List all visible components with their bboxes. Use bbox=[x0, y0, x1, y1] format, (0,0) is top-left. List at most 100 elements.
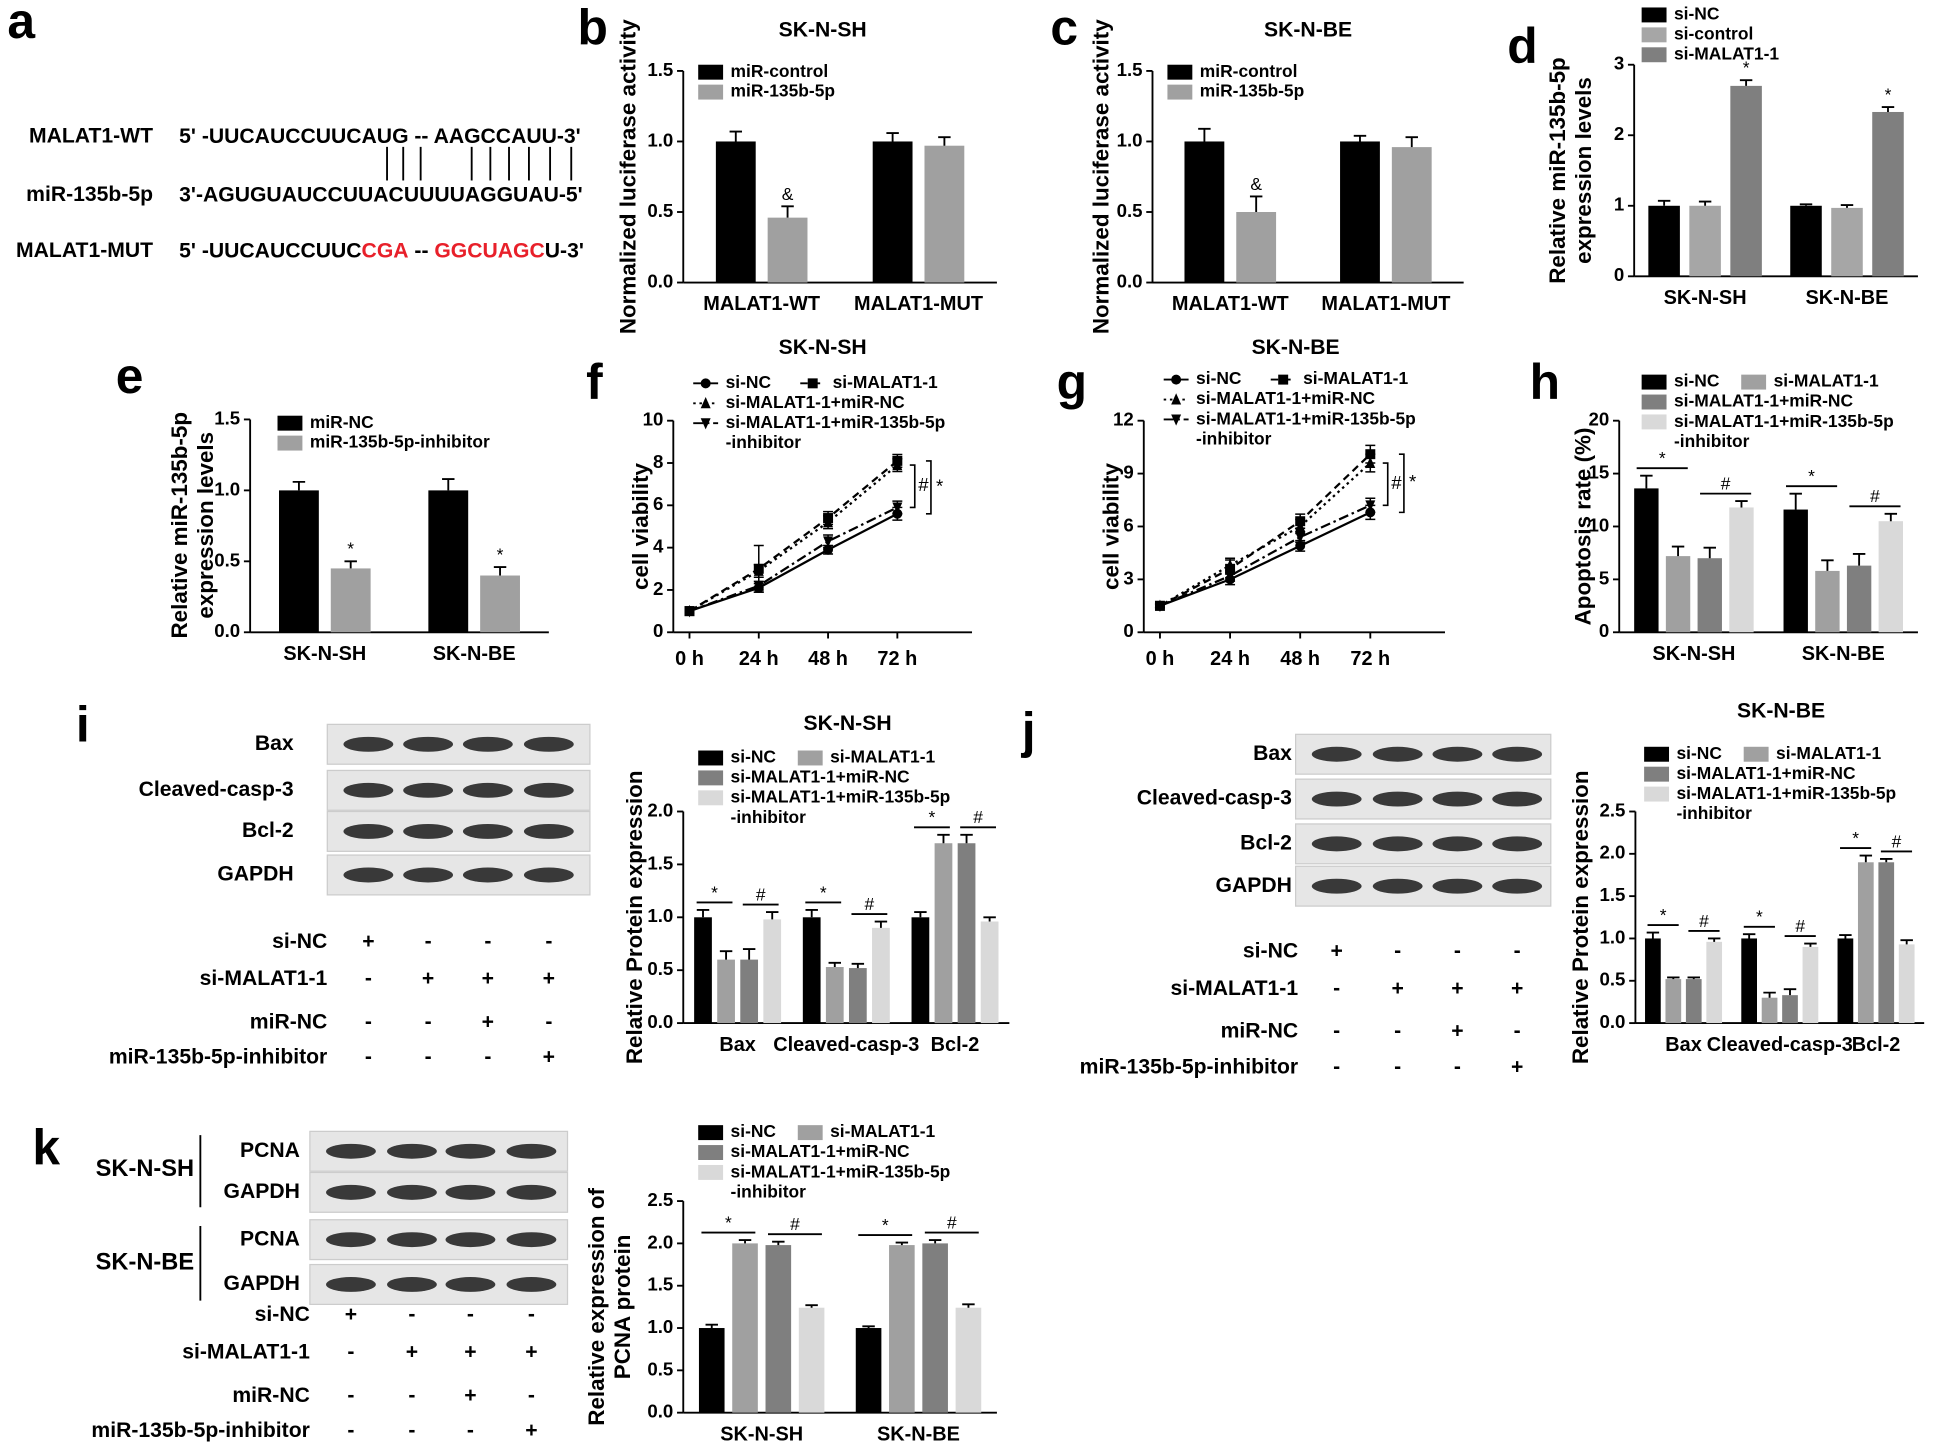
x-tick-label: SK-N-SH bbox=[1652, 643, 1735, 665]
legend-swatch bbox=[698, 770, 724, 786]
y-tick-label: 0.0 bbox=[647, 1011, 673, 1032]
point bbox=[1365, 456, 1376, 468]
condition-label: si-MALAT1-1 bbox=[200, 967, 328, 990]
significance-label: * bbox=[1852, 828, 1859, 848]
error-bar bbox=[772, 1240, 785, 1246]
y-tick-label: 4 bbox=[653, 536, 664, 557]
x-tick-label: MALAT1-WT bbox=[703, 293, 820, 315]
chart-title: SK-N-SH bbox=[779, 19, 867, 42]
condition-sign: + bbox=[543, 967, 555, 990]
bar bbox=[1782, 995, 1798, 1024]
point bbox=[892, 502, 903, 514]
bar bbox=[798, 1307, 825, 1413]
sequence: 5' -UUCAUCCUUCCGA -- GGCUAGCU-3' bbox=[179, 239, 584, 262]
error-bar bbox=[1884, 512, 1898, 522]
bar bbox=[1689, 205, 1721, 277]
bar bbox=[955, 1307, 982, 1413]
condition-label: si-NC bbox=[1243, 940, 1298, 963]
band bbox=[1432, 791, 1483, 807]
x-tick-label: SK-N-BE bbox=[433, 643, 516, 665]
bar bbox=[732, 1243, 758, 1413]
error-bar bbox=[874, 920, 888, 928]
legend-label: miR-control bbox=[1200, 61, 1298, 81]
error-bar bbox=[1799, 203, 1813, 206]
legend-marker bbox=[1171, 374, 1182, 385]
band bbox=[403, 823, 454, 839]
x-tick-label: MALAT1-WT bbox=[1172, 293, 1289, 315]
y-tick-label: 0.0 bbox=[647, 1401, 673, 1422]
band bbox=[1311, 746, 1362, 762]
condition-sign: - bbox=[1394, 1055, 1401, 1078]
significance-label: * bbox=[497, 544, 504, 564]
error-bar bbox=[1703, 546, 1716, 559]
error-bar bbox=[493, 566, 507, 576]
condition-sign: - bbox=[1454, 940, 1461, 963]
y-tick-label: 1.0 bbox=[647, 905, 673, 926]
legend-label: si-MALAT1-1 bbox=[830, 747, 935, 767]
x-tick-label: 72 h bbox=[1350, 648, 1390, 670]
significance-label: # bbox=[947, 1212, 957, 1232]
band-label: PCNA bbox=[240, 1139, 300, 1162]
error-bar bbox=[938, 136, 951, 146]
condition-sign: - bbox=[528, 1303, 535, 1326]
band-label: Cleaved-casp-3 bbox=[139, 778, 294, 801]
error-bar bbox=[719, 950, 733, 960]
error-bar bbox=[781, 205, 794, 218]
bar bbox=[1729, 507, 1754, 633]
error-bar bbox=[1646, 931, 1660, 939]
y-tick-label: 1.5 bbox=[647, 1274, 673, 1295]
band bbox=[1492, 791, 1543, 807]
line bbox=[1159, 511, 1371, 607]
significance-label: * bbox=[1660, 905, 1667, 925]
band-label: PCNA bbox=[240, 1227, 300, 1250]
significance-label: * bbox=[711, 882, 718, 902]
legend-swatch bbox=[1641, 47, 1667, 63]
legend-swatch bbox=[1641, 7, 1667, 23]
panel-label: c bbox=[1050, 0, 1078, 55]
condition-sign: - bbox=[408, 1419, 415, 1442]
y-tick-label: 9 bbox=[1123, 462, 1133, 483]
band bbox=[1372, 791, 1423, 807]
condition-sign: - bbox=[347, 1419, 354, 1442]
legend-swatch bbox=[1641, 27, 1667, 43]
y-tick-label: 1.0 bbox=[1117, 129, 1143, 150]
legend-swatch bbox=[797, 1125, 823, 1141]
y-tick-label: 15 bbox=[1589, 462, 1610, 483]
condition-sign: - bbox=[1333, 1055, 1340, 1078]
sequence-part: CGA bbox=[362, 239, 409, 262]
bar bbox=[1706, 941, 1723, 1024]
significance-label: * bbox=[347, 539, 354, 559]
x-tick-label: Cleaved-casp-3 bbox=[1707, 1034, 1853, 1056]
y-tick-label: 3 bbox=[1614, 53, 1624, 74]
significance-label: * bbox=[820, 882, 827, 902]
significance-label: # bbox=[790, 1214, 800, 1234]
legend-label: si-MALAT1-1+miR-NC bbox=[726, 392, 905, 412]
legend-label: si-MALAT1-1+miR-135b-5p -inhibitor bbox=[1676, 783, 1896, 823]
y-tick-label: 2 bbox=[1614, 123, 1624, 144]
point bbox=[753, 580, 764, 592]
band bbox=[1311, 836, 1362, 852]
error-bar bbox=[828, 961, 842, 968]
panel-label: f bbox=[586, 354, 603, 410]
error-bar bbox=[1839, 934, 1852, 939]
bar bbox=[1645, 938, 1661, 1024]
bar bbox=[1340, 141, 1380, 283]
x-tick-label: SK-N-BE bbox=[1802, 643, 1885, 665]
legend-label: si-MALAT1-1 bbox=[833, 372, 938, 392]
band bbox=[1432, 836, 1483, 852]
sequence-part: 5' -UUCAUCCUUC bbox=[179, 239, 361, 262]
condition-sign: + bbox=[406, 1341, 418, 1364]
line bbox=[689, 506, 898, 613]
error-bar bbox=[1249, 195, 1263, 213]
bar bbox=[802, 917, 821, 1024]
significance-label: * bbox=[1808, 466, 1815, 486]
bar bbox=[911, 917, 930, 1024]
bar bbox=[715, 141, 756, 283]
band bbox=[1492, 746, 1543, 762]
legend-label: si-NC bbox=[1674, 4, 1720, 24]
legend-swatch bbox=[1167, 64, 1193, 80]
y-tick-label: 0.0 bbox=[1600, 1011, 1626, 1032]
x-tick-label: Bcl-2 bbox=[1852, 1034, 1901, 1056]
significance-bracket bbox=[1382, 462, 1389, 507]
band bbox=[506, 1143, 557, 1159]
